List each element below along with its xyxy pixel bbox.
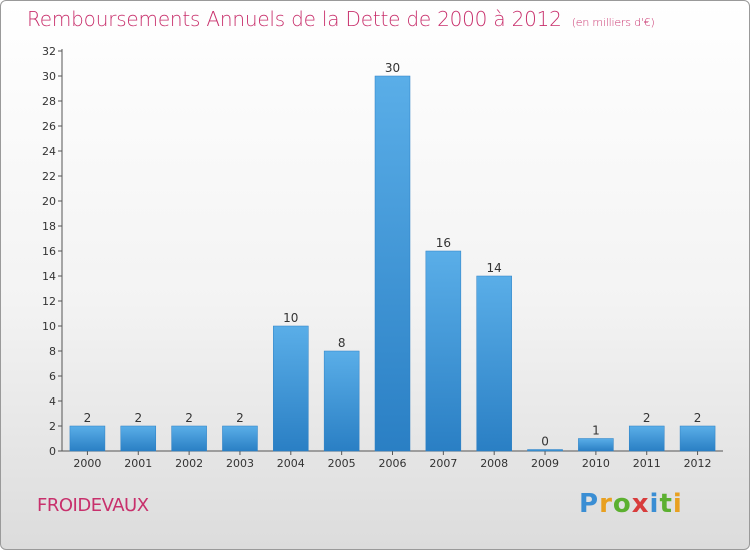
bar-2006 — [374, 75, 411, 452]
x-tick-label-2009: 2009 — [531, 457, 559, 470]
bar-2001 — [120, 425, 157, 452]
bar-2012 — [679, 425, 716, 452]
value-label-2007: 16 — [436, 236, 451, 250]
y-tick-label: 4 — [49, 395, 56, 408]
x-tick-label-2002: 2002 — [175, 457, 203, 470]
bar-2000 — [69, 425, 106, 452]
y-tick-label: 22 — [42, 170, 56, 183]
value-label-2011: 2 — [643, 411, 651, 425]
bar-2009 — [527, 449, 563, 452]
y-tick-label: 28 — [42, 95, 56, 108]
logo-letter: t — [659, 489, 673, 519]
proxiti-logo: Proxiti — [579, 489, 683, 519]
chart-title-text: Remboursements Annuels de la Dette de 20… — [27, 7, 562, 31]
y-tick-label: 26 — [42, 120, 56, 133]
x-tick-label-2007: 2007 — [429, 457, 457, 470]
bar-2008 — [476, 275, 512, 452]
chart-bars — [69, 75, 716, 452]
x-tick-label-2008: 2008 — [480, 457, 508, 470]
bar-2002 — [171, 425, 207, 452]
x-tick-label-2003: 2003 — [226, 457, 254, 470]
y-tick-label: 10 — [42, 320, 56, 333]
x-tick-label-2010: 2010 — [582, 457, 610, 470]
bar-2005 — [323, 350, 360, 452]
bar-2011 — [628, 425, 665, 452]
y-tick-label: 0 — [49, 445, 56, 458]
y-tick-label: 32 — [42, 45, 56, 58]
value-label-2004: 10 — [283, 311, 298, 325]
y-tick-label: 6 — [49, 370, 56, 383]
logo-letter: P — [579, 489, 600, 519]
x-tick-label-2005: 2005 — [328, 457, 356, 470]
y-tick-label: 18 — [42, 220, 56, 233]
x-tick-label-2000: 2000 — [73, 457, 101, 470]
logo-letter: r — [599, 489, 613, 519]
value-label-2001: 2 — [134, 411, 142, 425]
value-label-2003: 2 — [236, 411, 244, 425]
logo-letter: x — [631, 489, 650, 519]
x-tick-label-2012: 2012 — [684, 457, 712, 470]
value-label-2010: 1 — [592, 424, 600, 438]
chart-labels: 2000220012200222003220041020058200630200… — [73, 61, 711, 470]
y-tick-label: 30 — [42, 70, 56, 83]
value-label-2002: 2 — [185, 411, 193, 425]
value-label-2012: 2 — [694, 411, 702, 425]
x-tick-label-2006: 2006 — [379, 457, 407, 470]
y-tick-label: 14 — [42, 270, 56, 283]
logo-letter: i — [672, 489, 683, 519]
chart-subtitle: (en milliers d'€) — [571, 16, 655, 29]
value-label-2000: 2 — [84, 411, 92, 425]
y-tick-label: 8 — [49, 345, 56, 358]
x-tick-label-2004: 2004 — [277, 457, 305, 470]
logo-letter: o — [612, 489, 632, 519]
x-tick-label-2011: 2011 — [633, 457, 661, 470]
commune-name: FROIDEVAUX — [37, 495, 149, 516]
chart-title: Remboursements Annuels de la Dette de 20… — [27, 7, 655, 31]
value-label-2006: 30 — [385, 61, 400, 75]
bar-2004 — [273, 325, 309, 452]
value-label-2009: 0 — [541, 435, 549, 449]
bar-2010 — [578, 438, 614, 452]
value-label-2005: 8 — [338, 336, 346, 350]
y-tick-label: 2 — [49, 420, 56, 433]
logo-letter: i — [649, 489, 660, 519]
bar-2003 — [222, 425, 258, 452]
y-tick-label: 20 — [42, 195, 56, 208]
value-label-2008: 14 — [487, 261, 502, 275]
x-tick-label-2001: 2001 — [124, 457, 152, 470]
y-tick-label: 24 — [42, 145, 56, 158]
bar-2007 — [425, 250, 462, 452]
y-tick-label: 12 — [42, 295, 56, 308]
y-tick-label: 16 — [42, 245, 56, 258]
